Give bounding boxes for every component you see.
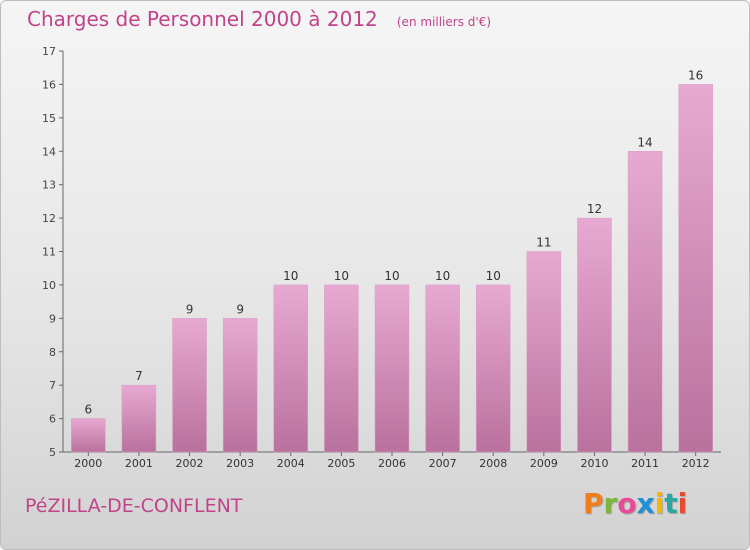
y-tick-label: 11 xyxy=(42,246,56,259)
y-tick-label: 12 xyxy=(42,212,56,225)
x-tick-label-2010: 2010 xyxy=(580,457,608,470)
commune-name: PéZILLA-DE-CONFLENT xyxy=(25,495,243,517)
bar-2007 xyxy=(425,284,460,453)
bar-2003 xyxy=(222,318,258,453)
logo-letter: P xyxy=(583,487,604,520)
logo-letter: o xyxy=(617,487,637,520)
y-tick-label: 9 xyxy=(49,312,56,325)
bar-2011 xyxy=(627,151,663,453)
x-tick-label-2006: 2006 xyxy=(378,457,406,470)
bar-2012 xyxy=(678,84,713,453)
chart-title-row: Charges de Personnel 2000 à 2012 (en mil… xyxy=(27,7,491,31)
x-tick-label-2002: 2002 xyxy=(176,457,204,470)
logo-letter: x xyxy=(636,487,655,520)
y-tick-label: 17 xyxy=(42,45,56,58)
bar-2010 xyxy=(577,217,612,453)
data-label-2002: 9 xyxy=(186,302,194,316)
y-tick-label: 10 xyxy=(42,279,56,292)
x-tick-label-2008: 2008 xyxy=(479,457,507,470)
data-label-2011: 14 xyxy=(637,135,652,149)
x-tick-label-2001: 2001 xyxy=(125,457,153,470)
x-tick-label-2003: 2003 xyxy=(226,457,254,470)
bar-2009 xyxy=(526,251,562,453)
bars xyxy=(71,84,713,453)
y-tick-label: 14 xyxy=(42,145,56,158)
axes: 5 6 7 8 9 10 11 12 13 14 15 16 17 2000 2001 2002 2003 200… xyxy=(42,45,721,470)
data-label-2007: 10 xyxy=(435,269,450,283)
data-labels: 6 7 9 9 10 10 10 10 10 11 12 14 16 xyxy=(84,68,703,416)
y-tick-label: 13 xyxy=(42,179,56,192)
data-label-2010: 12 xyxy=(587,202,602,216)
x-tick-label-2000: 2000 xyxy=(74,457,102,470)
logo-letter: r xyxy=(603,487,618,520)
bar-2001 xyxy=(121,384,157,453)
x-tick-label-2011: 2011 xyxy=(631,457,659,470)
data-label-2006: 10 xyxy=(384,269,399,283)
data-label-2008: 10 xyxy=(486,269,501,283)
proxiti-logo[interactable]: Proxiti xyxy=(583,487,687,520)
data-label-2012: 16 xyxy=(688,68,703,82)
data-label-2001: 7 xyxy=(135,369,143,383)
x-tick-label-2005: 2005 xyxy=(327,457,355,470)
chart-unit: (en milliers d'€) xyxy=(396,15,491,29)
x-tick-label-2012: 2012 xyxy=(682,457,710,470)
data-label-2004: 10 xyxy=(283,269,298,283)
x-tick-label-2007: 2007 xyxy=(429,457,457,470)
y-tick-label: 6 xyxy=(49,413,56,426)
logo-letter: i xyxy=(677,487,688,520)
bar-2008 xyxy=(475,284,511,453)
x-tick-label-2004: 2004 xyxy=(277,457,305,470)
data-label-2000: 6 xyxy=(84,403,92,417)
bar-2005 xyxy=(324,284,359,453)
y-tick-label: 16 xyxy=(42,78,56,91)
bar-2004 xyxy=(273,284,309,453)
y-tick-label: 5 xyxy=(49,446,56,459)
y-tick-label: 15 xyxy=(42,112,56,125)
data-label-2003: 9 xyxy=(236,302,244,316)
logo-letter: i xyxy=(654,487,665,520)
bar-2006 xyxy=(374,284,410,453)
chart-title: Charges de Personnel 2000 à 2012 xyxy=(27,7,378,31)
bar-2000 xyxy=(71,418,106,453)
x-tick-label-2009: 2009 xyxy=(530,457,558,470)
y-tick-label: 7 xyxy=(49,379,56,392)
bar-2002 xyxy=(172,318,207,453)
y-tick-label: 8 xyxy=(49,346,56,359)
data-label-2005: 10 xyxy=(334,269,349,283)
data-label-2009: 11 xyxy=(536,236,551,250)
logo-letter: t xyxy=(664,487,678,520)
